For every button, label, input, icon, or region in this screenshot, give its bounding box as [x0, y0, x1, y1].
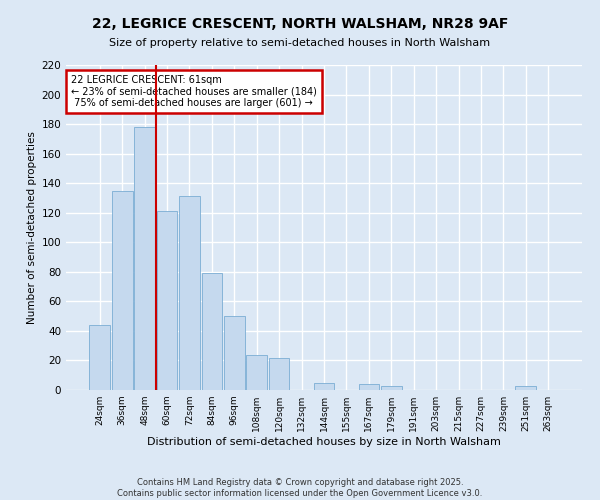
Bar — [157, 211, 178, 390]
Bar — [134, 127, 155, 390]
Text: 22, LEGRICE CRESCENT, NORTH WALSHAM, NR28 9AF: 22, LEGRICE CRESCENT, NORTH WALSHAM, NR2… — [92, 18, 508, 32]
Text: 22 LEGRICE CRESCENT: 61sqm
← 23% of semi-detached houses are smaller (184)
 75% : 22 LEGRICE CRESCENT: 61sqm ← 23% of semi… — [71, 74, 317, 108]
Bar — [112, 190, 133, 390]
Bar — [89, 325, 110, 390]
Bar — [202, 274, 222, 390]
Bar — [269, 358, 289, 390]
Text: Contains HM Land Registry data © Crown copyright and database right 2025.
Contai: Contains HM Land Registry data © Crown c… — [118, 478, 482, 498]
Bar — [515, 386, 536, 390]
Text: Size of property relative to semi-detached houses in North Walsham: Size of property relative to semi-detach… — [109, 38, 491, 48]
Bar — [381, 386, 401, 390]
X-axis label: Distribution of semi-detached houses by size in North Walsham: Distribution of semi-detached houses by … — [147, 437, 501, 447]
Y-axis label: Number of semi-detached properties: Number of semi-detached properties — [27, 131, 37, 324]
Bar — [247, 354, 267, 390]
Bar — [179, 196, 200, 390]
Bar — [314, 382, 334, 390]
Bar — [224, 316, 245, 390]
Bar — [359, 384, 379, 390]
